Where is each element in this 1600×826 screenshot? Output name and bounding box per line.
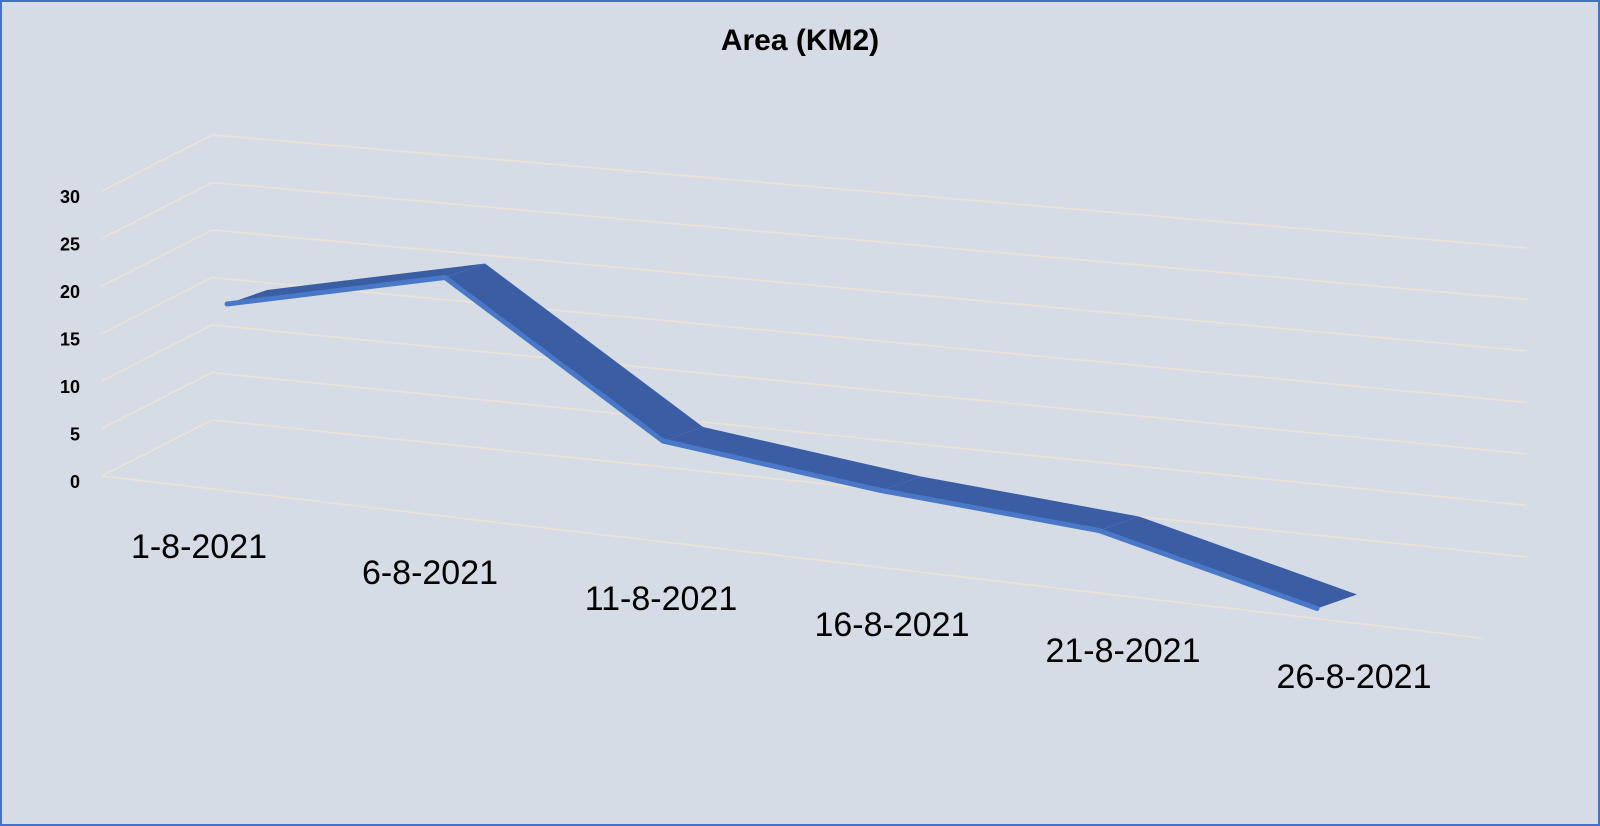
gridline xyxy=(101,276,1528,404)
x-tick-label: 1-8-2021 xyxy=(131,528,267,566)
data-point-edge xyxy=(660,438,884,493)
x-tick-label: 6-8-2021 xyxy=(362,554,498,592)
y-tick-label: 0 xyxy=(70,472,80,492)
y-tick-label: 15 xyxy=(60,330,80,350)
data-point-edge xyxy=(878,488,1102,533)
x-tick-label: 11-8-2021 xyxy=(585,580,738,618)
y-tick-label: 20 xyxy=(60,282,80,302)
y-tick-label: 5 xyxy=(70,425,80,445)
data-point-edge xyxy=(224,275,448,307)
x-axis-ticks: 1-8-2021 6-8-2021 11-8-2021 16-8-2021 21-8-2… xyxy=(131,528,1432,696)
x-tick-label: 26-8-2021 xyxy=(1276,658,1431,696)
gridline xyxy=(101,229,1528,352)
chart-title: Area (KM2) xyxy=(720,24,880,57)
y-tick-label: 25 xyxy=(60,235,80,255)
x-tick-label: 16-8-2021 xyxy=(814,606,969,644)
gridlines xyxy=(101,134,1528,639)
gridline xyxy=(101,324,1528,455)
gridline xyxy=(101,181,1528,301)
gridline xyxy=(101,134,1528,249)
series-ribbon xyxy=(224,263,1357,611)
ribbon-segment xyxy=(445,263,703,441)
ribbon-segment xyxy=(663,427,921,491)
y-axis-ticks: 0 5 10 15 20 25 30 xyxy=(60,187,80,492)
gridline xyxy=(101,419,1528,558)
ribbon-segment xyxy=(1099,516,1357,609)
gridline xyxy=(101,371,1528,507)
x-tick-label: 21-8-2021 xyxy=(1045,632,1200,670)
y-tick-label: 10 xyxy=(60,377,80,397)
y-tick-label: 30 xyxy=(60,187,80,207)
data-point-edge xyxy=(442,275,666,444)
floor-edge xyxy=(101,475,1483,639)
ribbon-segment xyxy=(881,476,1139,531)
data-point-edge xyxy=(1096,528,1320,611)
